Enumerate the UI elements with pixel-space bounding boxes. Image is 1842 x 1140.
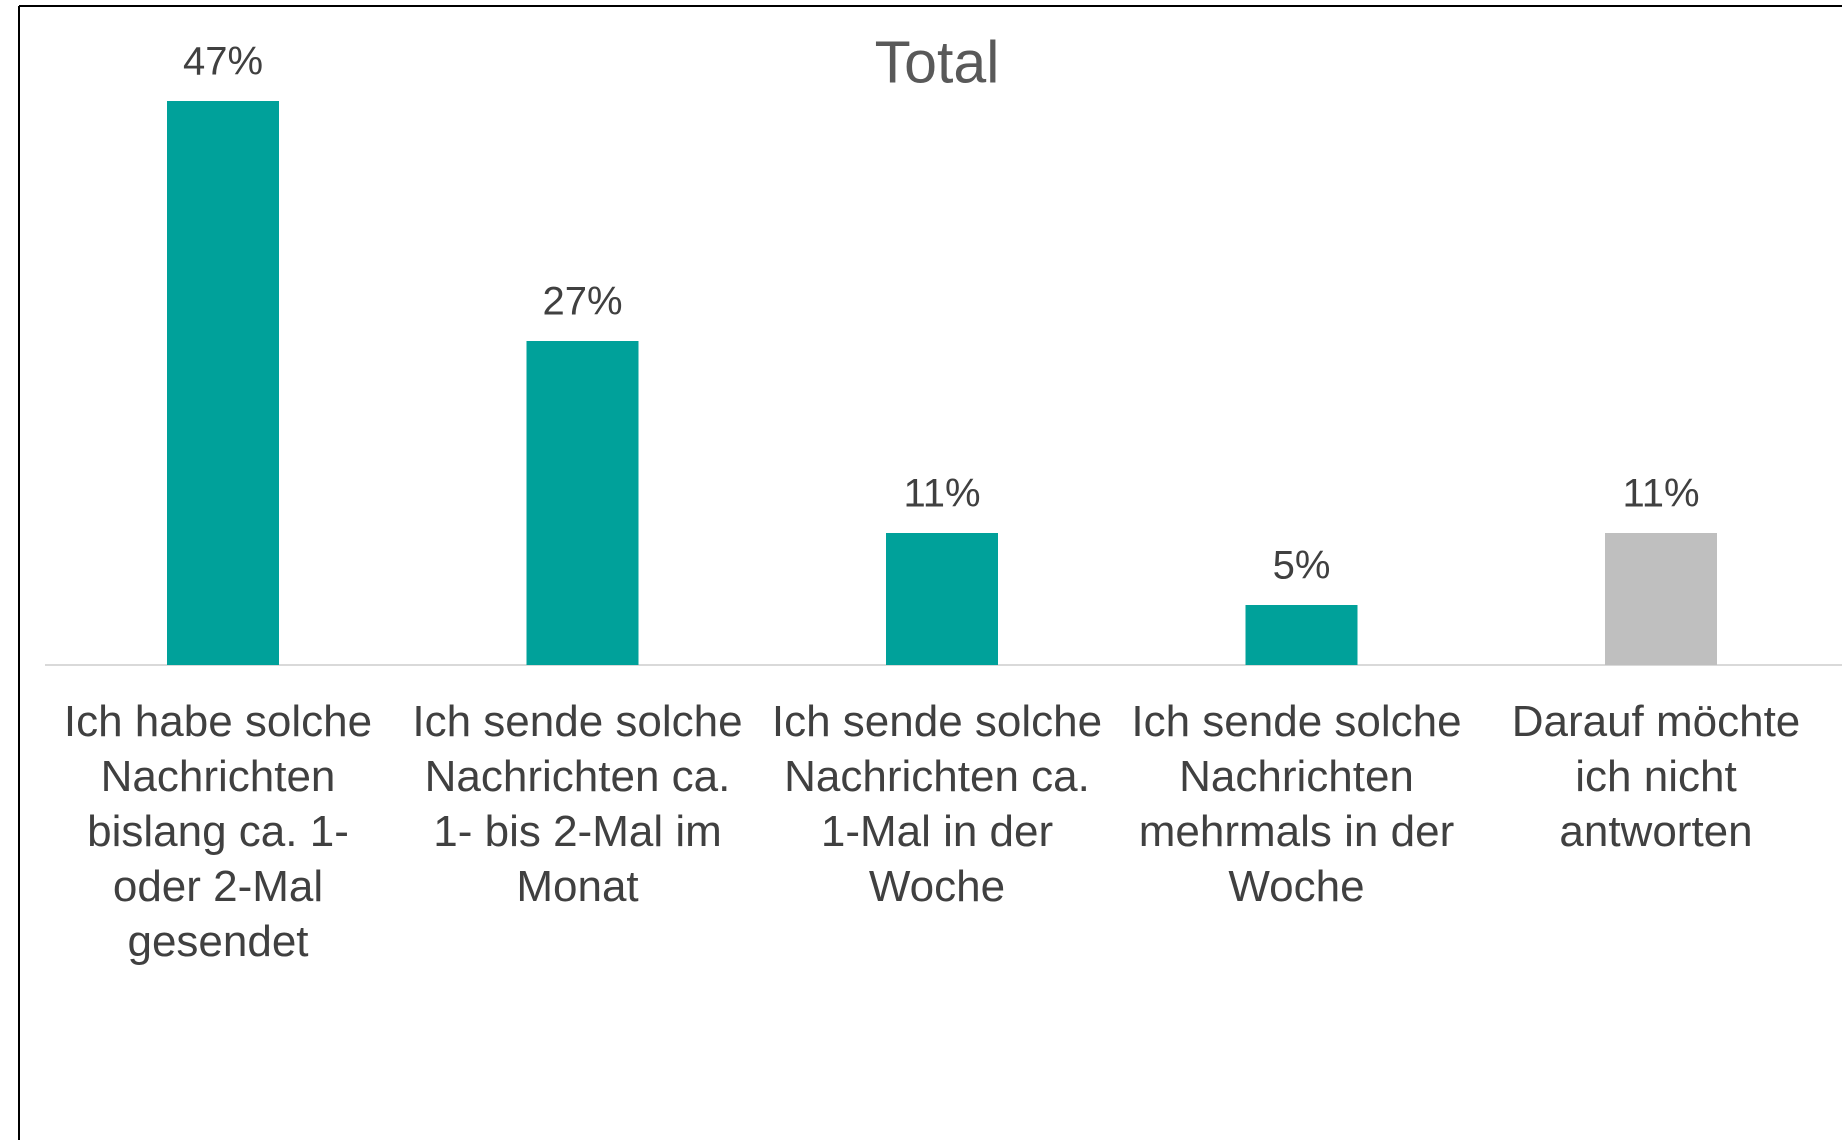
bar <box>526 341 639 665</box>
bar <box>167 101 279 665</box>
value-label: 5% <box>1273 544 1331 588</box>
x-tick-label: Ich sende solche Nachrichten mehrmals in… <box>1131 697 1462 911</box>
bar <box>1245 605 1358 665</box>
value-label: 27% <box>542 280 622 324</box>
value-label: 47% <box>183 40 263 84</box>
chart-title: Total <box>875 30 1000 96</box>
bar <box>1605 533 1717 665</box>
value-label: 11% <box>903 472 980 516</box>
value-label: 11% <box>1622 472 1699 516</box>
bar <box>886 533 998 665</box>
x-tick-label: Ich habe solche Nachrichten bislang ca. … <box>63 697 373 966</box>
x-tick-label: Darauf möchte ich nicht antworten <box>1511 697 1801 856</box>
x-tick-label: Ich sende solche Nachrichten ca. 1- bis … <box>412 697 743 911</box>
x-tick-label: Ich sende solche Nachrichten ca. 1-Mal i… <box>771 697 1103 911</box>
